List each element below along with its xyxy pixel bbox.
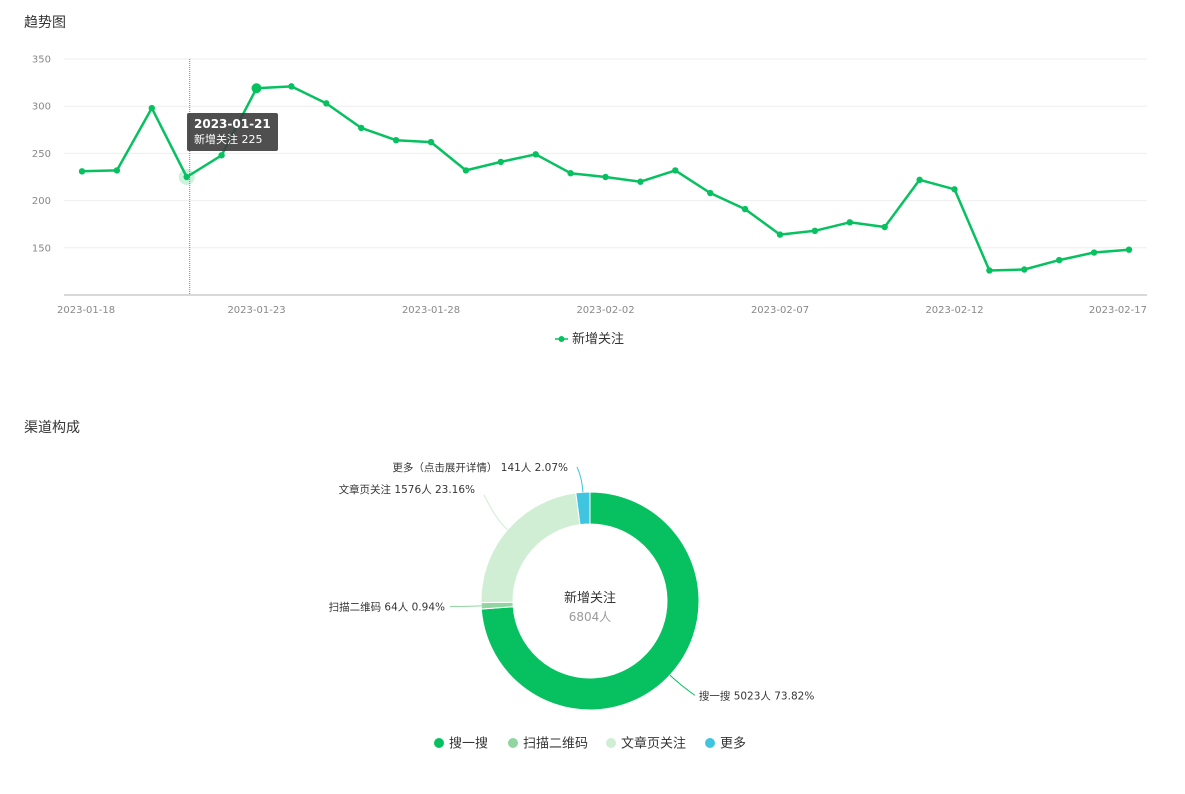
label-leader-line [483,494,508,531]
label-leader-line [669,674,696,696]
data-point[interactable] [602,173,609,181]
data-point[interactable] [497,158,504,166]
data-point[interactable] [986,267,993,274]
trend-section-title: 趋势图 [24,15,66,31]
y-tick-label: 350 [32,55,51,66]
label-leader-line [576,466,584,493]
trend-legend[interactable]: 新增关注 [555,331,624,347]
data-point[interactable] [672,167,679,174]
data-point[interactable] [951,186,958,193]
y-tick-label: 300 [32,102,51,113]
data-point[interactable] [532,151,539,158]
channel-section-title: 渠道构成 [24,420,80,436]
data-point[interactable] [846,219,853,226]
legend-dot-marker [558,336,565,342]
data-point[interactable] [776,231,784,238]
data-point[interactable] [707,189,714,197]
tooltip-value-row: 新增关注 225 [194,132,271,147]
label-leader-line [449,605,482,607]
data-point[interactable] [811,227,819,235]
y-tick-label: 150 [32,243,51,254]
data-point[interactable] [916,176,923,184]
data-point[interactable] [323,100,330,107]
data-point[interactable] [358,124,365,132]
donut-slices [480,491,700,711]
data-point[interactable] [741,205,749,213]
legend-item[interactable]: 更多 [705,736,746,752]
tooltip-date: 2023-01-21 [194,117,271,131]
data-point[interactable] [113,167,121,174]
legend-swatch [508,738,518,748]
trend-x-axis: 2023-01-18 2023-01-23 2023-01-28 2023-02-02… [57,305,1147,316]
y-tick-label: 250 [32,149,51,160]
data-point[interactable] [183,173,190,181]
x-tick-label: 2023-01-23 [227,305,285,316]
legend-label: 扫描二维码 [523,737,588,752]
legend-label: 更多 [720,736,746,752]
data-point[interactable] [567,170,574,177]
tooltip: 2023-01-21 新增关注 225 [187,113,278,151]
data-point[interactable] [1125,246,1133,253]
data-point[interactable] [881,223,888,231]
data-point[interactable] [78,168,86,175]
x-tick-label: 2023-02-17 [1089,305,1147,316]
data-point[interactable] [288,83,295,90]
slice-label: 搜一搜 5023人 73.82% [699,689,814,702]
donut-slice[interactable] [480,491,700,711]
x-tick-label: 2023-02-02 [576,305,634,316]
legend-item[interactable]: 搜一搜 [434,737,488,752]
data-point[interactable] [462,167,470,174]
donut-labels: 搜一搜 5023人 73.82% 扫描二维码 64人 0.94% 文章页关注 157… [329,461,815,702]
slice-label: 更多（点击展开详情） 141人 2.07% [392,461,568,474]
legend-swatch [434,738,444,748]
trend-y-axis: 150 200 250 300 350 [32,55,51,255]
data-point[interactable] [1090,249,1098,256]
donut-center-title: 新增关注 [564,590,616,606]
slice-label: 扫描二维码 64人 0.94% [329,600,445,613]
data-point[interactable] [637,178,644,185]
channel-donut-chart[interactable]: 搜一搜 5023人 73.82% 扫描二维码 64人 0.94% 文章页关注 157… [0,440,1185,770]
legend-item[interactable]: 扫描二维码 [508,737,588,752]
x-tick-label: 2023-02-07 [751,305,809,316]
x-tick-label: 2023-02-12 [925,305,983,316]
tooltip-series-label: 新增关注 [194,133,238,146]
legend-label: 文章页关注 [621,736,686,752]
trend-grid [64,58,1147,296]
trend-points [78,83,1133,274]
legend-label-new-follow: 新增关注 [572,331,624,347]
data-point[interactable] [392,136,400,144]
x-tick-label: 2023-01-18 [57,305,115,316]
legend-swatch [606,738,616,748]
legend-item[interactable]: 文章页关注 [606,736,686,752]
donut-slice[interactable] [480,492,581,604]
legend-swatch [705,738,715,748]
data-point[interactable] [251,83,262,94]
donut-center-value: 6804人 [569,610,612,624]
x-tick-label: 2023-01-28 [402,305,460,316]
data-point[interactable] [1021,266,1028,273]
data-point[interactable] [218,152,225,159]
data-point[interactable] [1056,256,1063,264]
y-tick-label: 200 [32,196,51,207]
donut-slice[interactable] [575,491,591,526]
legend-label: 搜一搜 [449,737,488,752]
tooltip-value: 225 [241,133,263,146]
slice-label: 文章页关注 1576人 23.16% [339,483,475,496]
data-point[interactable] [148,104,155,112]
data-point[interactable] [427,138,435,146]
donut-legend[interactable]: 搜一搜 扫描二维码 文章页关注 更多 [434,736,746,752]
